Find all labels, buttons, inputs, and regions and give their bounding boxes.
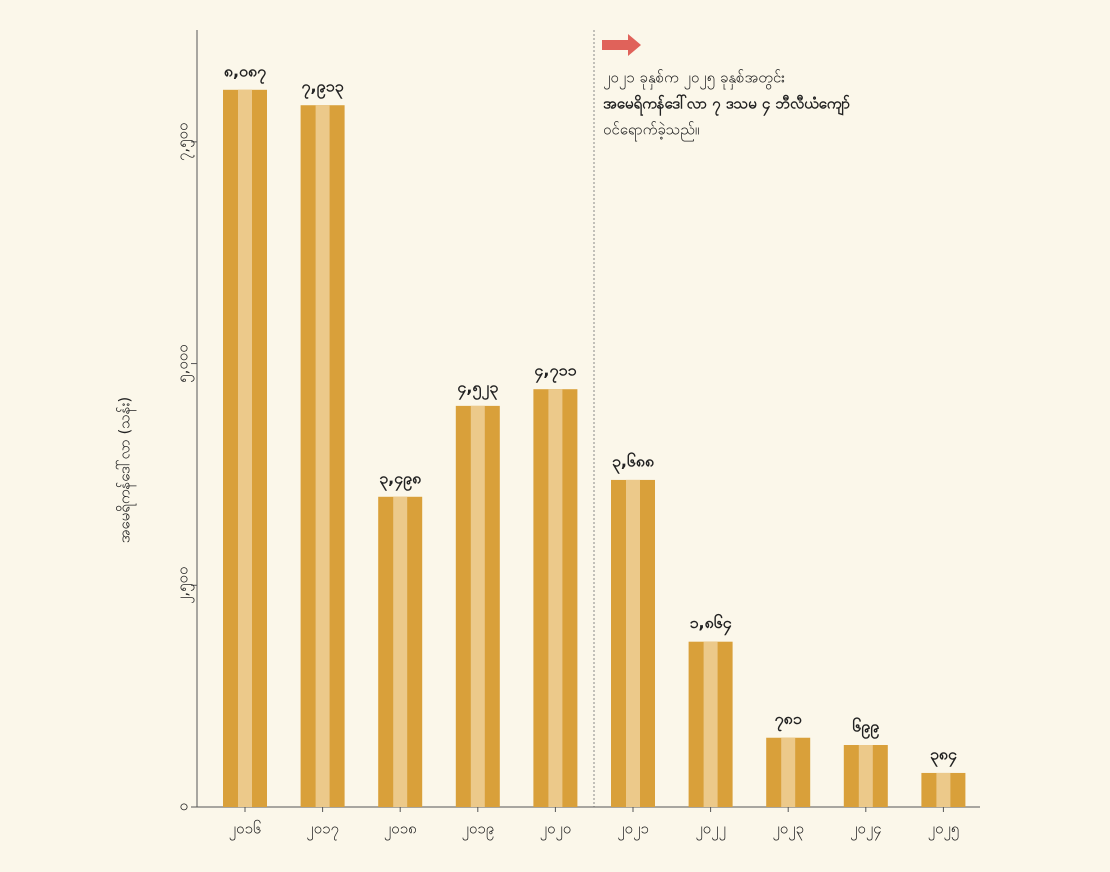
bar-stripe: [238, 89, 252, 807]
bar: [533, 389, 578, 807]
annotation-line: အမေရိကန်ဒေါ်လာ ၇ ဒသမ ၄ ဘီလီယံကျော်: [603, 94, 850, 117]
bar-stripe: [936, 772, 951, 807]
y-tick-label: ၀: [174, 803, 192, 811]
bar: [843, 745, 888, 807]
x-tick-label: ၂၀၂၄: [850, 820, 882, 841]
x-tick-label: ၂၀၂၂: [695, 820, 726, 841]
bar: [766, 737, 811, 807]
bar: [223, 89, 267, 807]
bar-stripe: [626, 479, 640, 807]
arrow-icon: [602, 34, 641, 56]
bar-stripe: [393, 496, 408, 807]
bar: [378, 496, 423, 807]
value-label: ၆၉၉: [852, 717, 879, 740]
x-tick-label: ၂၀၂၀: [540, 820, 572, 841]
bar-stripe: [470, 405, 485, 807]
value-label: ၄,၅၂၃: [457, 377, 498, 400]
x-tick-label: ၂၀၁၇: [306, 820, 339, 841]
value-label: ၃၈၄: [930, 744, 957, 767]
value-label: ၇၈၁: [775, 709, 802, 732]
y-tick-label: ၇,၅၀၀: [174, 123, 195, 162]
bar: [300, 105, 345, 808]
bar-stripe: [315, 105, 330, 808]
x-tick-label: ၂၀၁၉: [461, 820, 494, 841]
x-tick-label: ၂၀၂၁: [617, 820, 649, 841]
bar: [611, 479, 655, 807]
value-label: ၁,၈၆၄: [689, 613, 731, 636]
bar-stripe: [781, 737, 796, 807]
bar: [688, 641, 733, 807]
value-label: ၃,၆၈၈: [612, 451, 655, 474]
value-label: ၇,၉၁၃: [302, 77, 344, 100]
value-label: ၈,၀၈၇: [224, 61, 266, 84]
y-tick-label: ၂,၅၀၀: [174, 567, 195, 604]
bar-stripe: [548, 389, 563, 807]
bar: [455, 405, 500, 807]
value-label: ၃,၄၉၈: [379, 468, 422, 491]
x-tick-label: ၂၀၁၈: [384, 820, 417, 841]
x-tick-label: ၂၀၂၃: [772, 820, 804, 841]
x-tick-label: ၂၀၂၅: [928, 820, 960, 841]
value-label: ၄,၇၁၁: [534, 361, 576, 384]
bar: [921, 772, 966, 807]
bar-stripe: [858, 745, 873, 807]
y-tick-label: ၅,၀၀၀: [174, 344, 195, 383]
annotation-line: ၂၀၂၁ ခုနှစ်က ၂၀၂၅ ခုနှစ်အတွင်း: [603, 69, 785, 90]
x-tick-label: ၂၀၁၆: [229, 820, 262, 841]
bar-stripe: [703, 641, 718, 807]
annotation-line: ဝင်ရောက်ခဲ့သည်။: [603, 121, 699, 142]
y-axis-title: အမေရိကန်ဒေါ်လာ (သန်း): [116, 397, 137, 543]
